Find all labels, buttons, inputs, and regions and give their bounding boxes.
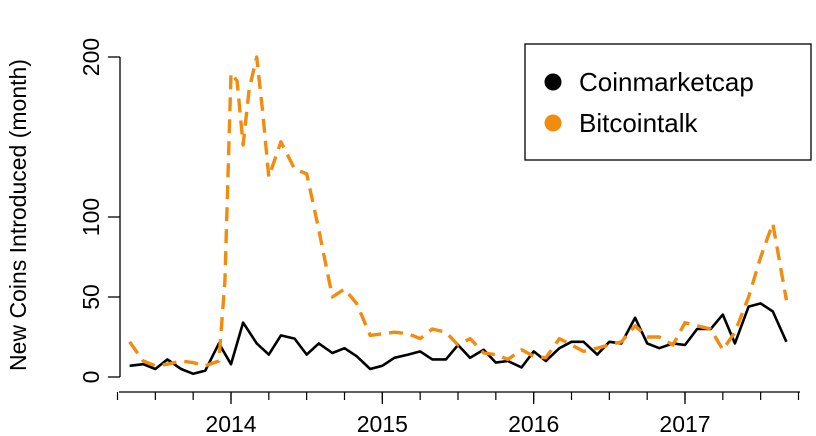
x-tick-label: 2016: [508, 411, 559, 436]
x-tick-label: 2014: [205, 411, 256, 436]
legend-marker: [544, 73, 562, 91]
legend: Coinmarketcap Bitcointalk: [524, 43, 812, 161]
x-tick-label: 2017: [659, 411, 710, 436]
series-line-bitcointalk: [128, 55, 789, 368]
legend-box: [524, 43, 812, 161]
x-tick-label: 2015: [357, 411, 408, 436]
series-line-coinmarketcap: [129, 302, 788, 376]
y-axis: 0 50 100 200: [78, 38, 121, 384]
y-tick-label: 0: [78, 371, 104, 384]
legend-label: Bitcointalk: [579, 108, 698, 138]
y-tick-label: 50: [78, 284, 104, 310]
legend-marker: [544, 114, 562, 132]
y-tick-label: 100: [78, 198, 104, 236]
y-axis-title: New Coins Introduced (month): [5, 59, 31, 371]
x-axis: 2014 2015 2016 2017: [116, 391, 801, 436]
legend-label: Coinmarketcap: [579, 67, 754, 97]
y-tick-label: 200: [78, 38, 104, 76]
series-layer: [128, 55, 789, 376]
